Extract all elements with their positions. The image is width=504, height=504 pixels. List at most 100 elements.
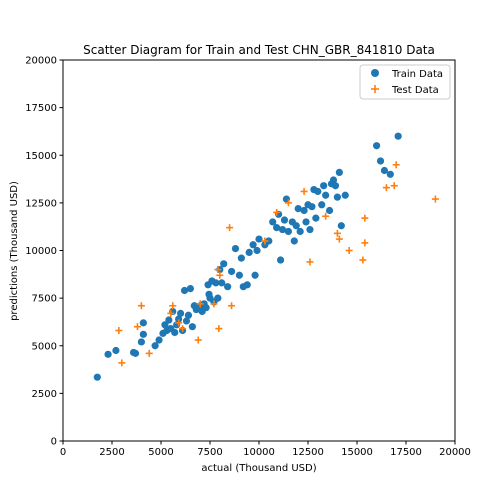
train-data-point xyxy=(251,271,259,279)
test-data-point xyxy=(322,212,330,220)
test-data-point xyxy=(359,256,367,264)
train-data-point xyxy=(333,193,341,201)
train-data-point xyxy=(318,201,326,209)
train-data-point xyxy=(341,191,349,199)
train-data-point xyxy=(245,248,253,257)
y-axis-ticks: 0 2500 5000 7500 10000 12500 15000 17500 20000 xyxy=(25,56,63,448)
train-data-point xyxy=(278,225,287,234)
train-data-point xyxy=(273,224,281,232)
train-data-point xyxy=(255,235,263,243)
legend-test-marker xyxy=(371,85,379,93)
train-data-point xyxy=(139,330,147,338)
train-data-point xyxy=(237,254,245,262)
test-data-point xyxy=(392,161,400,169)
train-data-point xyxy=(137,338,145,346)
x-tick-label: 20000 xyxy=(439,447,471,458)
train-data-point xyxy=(394,132,402,140)
train-data-point xyxy=(280,216,289,224)
test-data-point xyxy=(215,325,223,333)
test-data-point xyxy=(361,214,369,222)
train-data-point xyxy=(253,246,261,255)
test-data-point xyxy=(382,184,390,192)
test-data-point xyxy=(226,224,234,232)
train-data-point xyxy=(165,316,173,324)
y-tick-label: 12500 xyxy=(25,198,57,209)
train-data-point xyxy=(290,237,298,245)
test-data-point xyxy=(333,229,341,237)
x-tick-label: 5000 xyxy=(148,447,173,458)
train-data-point xyxy=(331,182,340,190)
test-data-point xyxy=(300,187,308,195)
train-data-point xyxy=(218,279,226,287)
test-data-point xyxy=(361,239,369,247)
train-data-point xyxy=(151,342,159,350)
x-tick-label: 10000 xyxy=(243,447,275,458)
train-data-point xyxy=(325,206,334,215)
points-layer xyxy=(93,132,439,381)
train-data-point xyxy=(182,317,191,325)
y-tick-label: 2500 xyxy=(32,389,57,400)
train-data-point xyxy=(269,218,277,226)
legend-train-marker xyxy=(371,69,379,77)
test-data-point xyxy=(196,300,204,308)
train-data-point xyxy=(212,279,220,287)
x-tick-label: 17500 xyxy=(390,447,422,458)
train-data-point xyxy=(386,170,394,178)
test-data-point xyxy=(175,319,183,327)
y-axis-label: predictions (Thousand USD) xyxy=(9,181,20,321)
test-data-point xyxy=(228,302,236,310)
y-tick-label: 20000 xyxy=(25,56,57,67)
test-data-point xyxy=(179,325,187,333)
x-tick-label: 12500 xyxy=(292,447,324,458)
x-axis-label: actual (Thousand USD) xyxy=(201,463,316,474)
train-data-point xyxy=(300,206,308,215)
legend-test-label: Test Data xyxy=(391,85,439,96)
train-data-point xyxy=(188,323,196,331)
y-tick-label: 7500 xyxy=(32,294,57,305)
x-tick-label: 7500 xyxy=(197,447,222,458)
train-data-point xyxy=(227,267,236,276)
test-data-point xyxy=(210,300,218,308)
x-tick-label: 15000 xyxy=(341,447,373,458)
train-data-point xyxy=(376,157,385,165)
train-data-point xyxy=(177,309,185,317)
y-tick-label: 10000 xyxy=(25,246,57,257)
train-data-point xyxy=(171,328,179,337)
train-data-point xyxy=(373,142,381,150)
train-data-point xyxy=(161,321,169,329)
train-data-point xyxy=(265,237,273,245)
train-data-point xyxy=(314,187,322,196)
test-data-point xyxy=(194,336,202,344)
y-tick-label: 0 xyxy=(51,437,57,448)
train-data-point xyxy=(302,218,310,226)
test-data-point xyxy=(167,309,175,317)
test-data-point xyxy=(137,302,145,310)
train-data-point xyxy=(337,222,345,230)
train-data-point xyxy=(220,260,228,268)
train-data-point xyxy=(139,319,147,327)
test-data-point xyxy=(431,195,439,203)
y-tick-label: 17500 xyxy=(25,103,57,114)
train-data-point xyxy=(112,346,120,355)
test-data-point xyxy=(345,247,353,254)
train-data-point xyxy=(306,225,314,234)
test-data-point xyxy=(216,271,224,279)
train-data-point xyxy=(294,204,302,213)
train-data-point xyxy=(312,214,320,222)
chart-title: Scatter Diagram for Train and Test CHN_G… xyxy=(83,43,435,57)
test-data-point xyxy=(284,199,292,207)
test-data-point xyxy=(306,258,314,266)
x-tick-label: 0 xyxy=(60,447,66,458)
train-data-point xyxy=(380,166,389,175)
train-data-point xyxy=(93,373,101,381)
train-data-point xyxy=(329,176,338,184)
train-data-point xyxy=(235,271,243,279)
train-data-point xyxy=(296,227,304,236)
train-data-point xyxy=(335,168,343,176)
legend: Train Data Test Data xyxy=(359,64,451,100)
x-axis-ticks: 0 2500 5000 7500 10000 12500 15000 17500 20000 xyxy=(60,441,471,458)
test-data-point xyxy=(118,359,126,367)
test-data-point xyxy=(169,302,177,310)
legend-box xyxy=(359,64,451,100)
